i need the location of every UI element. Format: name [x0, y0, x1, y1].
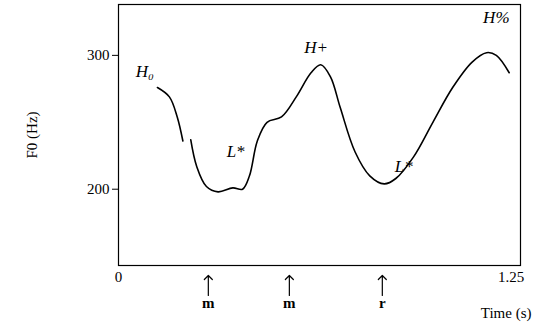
svg-text:H+: H+ [303, 38, 328, 57]
svg-text:L*: L* [394, 157, 413, 176]
svg-text:H%: H% [482, 8, 509, 27]
svg-text:F0 (Hz): F0 (Hz) [24, 111, 41, 158]
svg-text:m: m [283, 295, 296, 311]
svg-text:L*: L* [226, 142, 245, 161]
svg-text:r: r [379, 295, 386, 311]
svg-text:200: 200 [87, 181, 110, 197]
svg-text:0: 0 [115, 269, 123, 285]
svg-text:300: 300 [87, 47, 110, 63]
svg-text:1.25: 1.25 [498, 269, 524, 285]
svg-text:Time (s): Time (s) [481, 305, 532, 322]
svg-text:H₀: H₀ [135, 62, 154, 81]
svg-text:m: m [202, 295, 215, 311]
